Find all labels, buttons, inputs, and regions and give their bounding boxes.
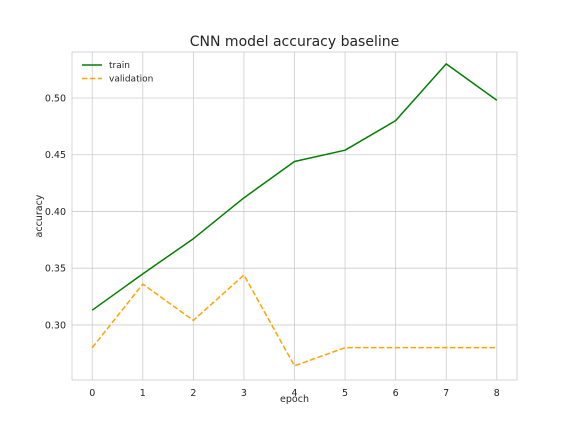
plot-border — [71, 51, 518, 381]
x-tick-label: 2 — [190, 388, 196, 399]
grid — [72, 52, 517, 380]
x-axis: 0 1 2 3 4 5 6 7 8 — [89, 388, 500, 399]
y-tick-label: 0.30 — [45, 320, 66, 331]
x-tick-label: 3 — [241, 388, 247, 399]
y-tick-label: 0.50 — [45, 93, 66, 104]
y-axis: 0.30 0.35 0.40 0.45 0.50 — [45, 93, 66, 331]
x-tick-label: 7 — [443, 388, 449, 399]
legend-label-validation: validation — [109, 75, 153, 85]
plot-frame — [71, 51, 518, 381]
x-tick-label: 4 — [291, 388, 297, 399]
y-tick-label: 0.40 — [45, 207, 66, 218]
x-axis-label: epoch — [280, 394, 309, 405]
series-line-validation — [91, 274, 497, 367]
x-tick-label: 0 — [89, 388, 95, 399]
y-tick-label: 0.35 — [45, 264, 66, 275]
x-tick-label: 1 — [140, 388, 146, 399]
series-layer — [91, 63, 498, 367]
chart-title: CNN model accuracy baseline — [190, 34, 399, 50]
x-tick-label: 8 — [494, 388, 500, 399]
x-tick-label: 6 — [393, 388, 399, 399]
y-axis-label: accuracy — [34, 194, 45, 237]
series-line-train — [91, 63, 498, 311]
y-tick-label: 0.45 — [45, 150, 66, 161]
x-tick-label: 5 — [342, 388, 348, 399]
legend: train validation — [82, 61, 153, 85]
legend-label-train: train — [109, 61, 130, 71]
